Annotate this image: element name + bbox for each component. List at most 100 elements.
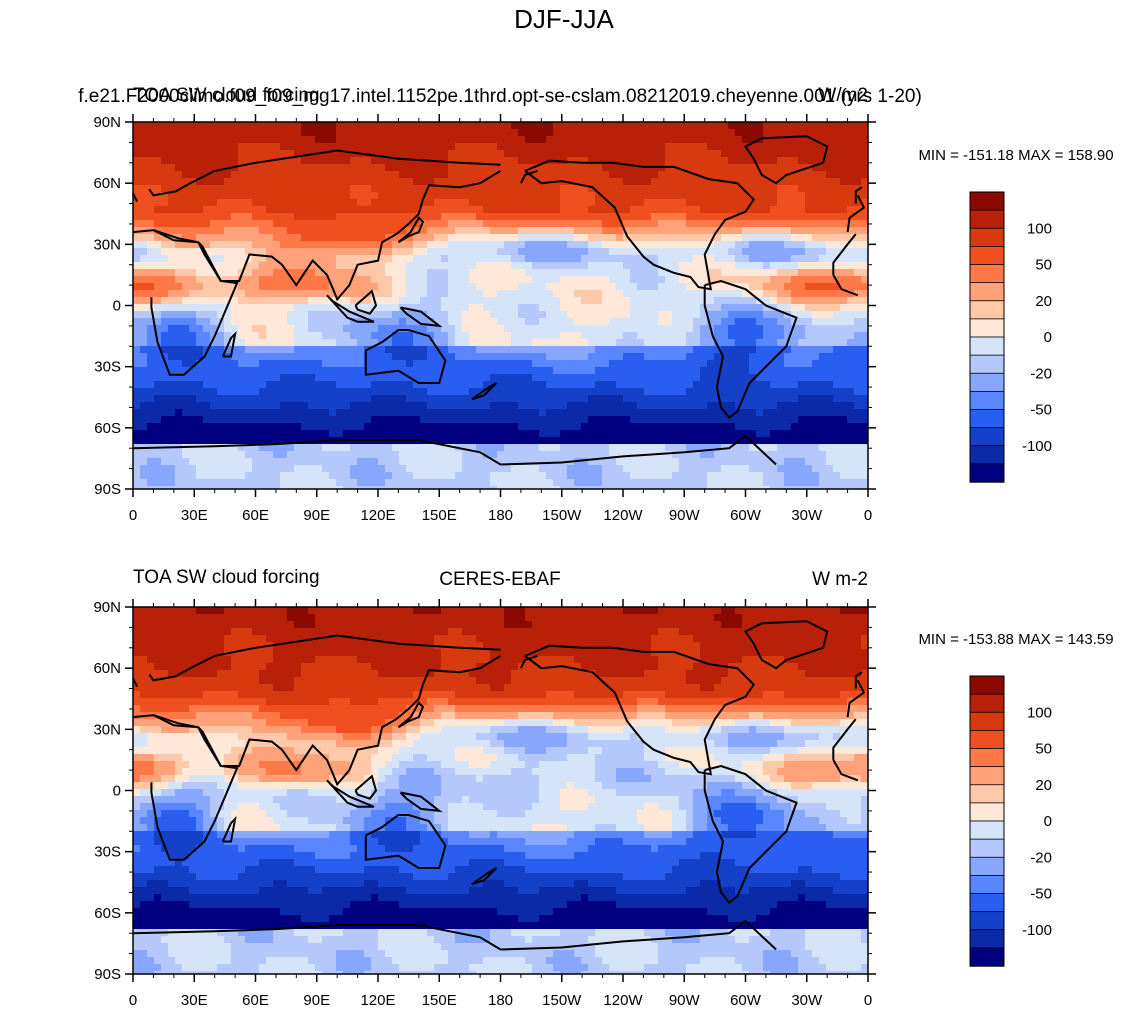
field-cell [679, 367, 687, 375]
field-cell [756, 192, 764, 200]
field-cell [609, 129, 617, 137]
field-cell [763, 374, 771, 382]
field-cell [546, 164, 554, 172]
field-cell [245, 241, 253, 249]
field-cell [427, 290, 435, 298]
field-cell [371, 332, 379, 340]
field-cell [819, 262, 827, 270]
field-cell [427, 164, 435, 172]
field-cell [546, 430, 554, 438]
field-cell [581, 164, 589, 172]
field-cell [259, 206, 267, 214]
field-cell [616, 402, 624, 410]
field-cell [357, 241, 365, 249]
field-cell [805, 430, 813, 438]
field-cell [231, 129, 239, 137]
field-cell [763, 304, 771, 312]
field-cell [658, 227, 666, 235]
field-cell [441, 367, 449, 375]
field-cell [721, 185, 729, 193]
field-cell [399, 157, 407, 165]
field-cell [378, 143, 386, 151]
field-cell [483, 339, 491, 347]
field-cell [637, 129, 645, 137]
field-cell [679, 178, 687, 186]
field-cell [399, 129, 407, 137]
field-cell [161, 276, 169, 284]
field-cell [728, 332, 736, 340]
field-cell [637, 220, 645, 228]
field-cell [308, 395, 316, 403]
field-cell [616, 304, 624, 312]
field-cell [406, 199, 414, 207]
field-cell [147, 416, 155, 424]
field-cell [777, 416, 785, 424]
field-cell [462, 437, 470, 445]
field-cell [721, 234, 729, 242]
field-cell [252, 283, 260, 291]
field-cell [476, 234, 484, 242]
field-cell [266, 395, 274, 403]
field-cell [854, 171, 862, 179]
field-cell [462, 220, 470, 228]
field-cell [490, 234, 498, 242]
field-cell [742, 353, 750, 361]
field-cell [847, 157, 855, 165]
field-cell [133, 262, 141, 270]
field-cell [245, 304, 253, 312]
field-cell [784, 367, 792, 375]
field-cell [189, 367, 197, 375]
field-cell [595, 255, 603, 263]
field-cell [497, 451, 505, 459]
field-cell [854, 157, 862, 165]
field-cell [735, 178, 743, 186]
field-cell [840, 318, 848, 326]
field-cell [854, 346, 862, 354]
field-cell [609, 206, 617, 214]
field-cell [168, 213, 176, 221]
field-cell [441, 353, 449, 361]
field-cell [637, 388, 645, 396]
field-cell [560, 213, 568, 221]
field-cell [196, 311, 204, 319]
field-cell [476, 297, 484, 305]
field-cell [595, 381, 603, 389]
field-cell [161, 248, 169, 256]
field-cell [427, 206, 435, 214]
field-cell [721, 157, 729, 165]
field-cell [364, 213, 372, 221]
field-cell [406, 297, 414, 305]
field-cell [749, 164, 757, 172]
field-cell [336, 402, 344, 410]
field-cell [392, 416, 400, 424]
field-cell [574, 213, 582, 221]
field-cell [833, 395, 841, 403]
field-cell [546, 255, 554, 263]
field-cell [700, 388, 708, 396]
field-cell [476, 325, 484, 333]
field-cell [784, 409, 792, 417]
field-cell [343, 423, 351, 431]
field-cell [343, 171, 351, 179]
field-cell [476, 192, 484, 200]
field-cell [294, 276, 302, 284]
field-cell [287, 185, 295, 193]
field-cell [770, 402, 778, 410]
field-cell [378, 150, 386, 158]
field-cell [840, 367, 848, 375]
field-cell [637, 346, 645, 354]
field-cell [371, 423, 379, 431]
field-cell [280, 220, 288, 228]
field-cell [483, 185, 491, 193]
field-cell [763, 122, 771, 130]
field-cell [329, 234, 337, 242]
field-cell [140, 122, 148, 130]
field-cell [350, 360, 358, 368]
field-cell [644, 283, 652, 291]
field-cell [497, 157, 505, 165]
field-cell [672, 402, 680, 410]
field-cell [812, 129, 820, 137]
field-cell [714, 220, 722, 228]
field-cell [798, 332, 806, 340]
field-cell [140, 150, 148, 158]
